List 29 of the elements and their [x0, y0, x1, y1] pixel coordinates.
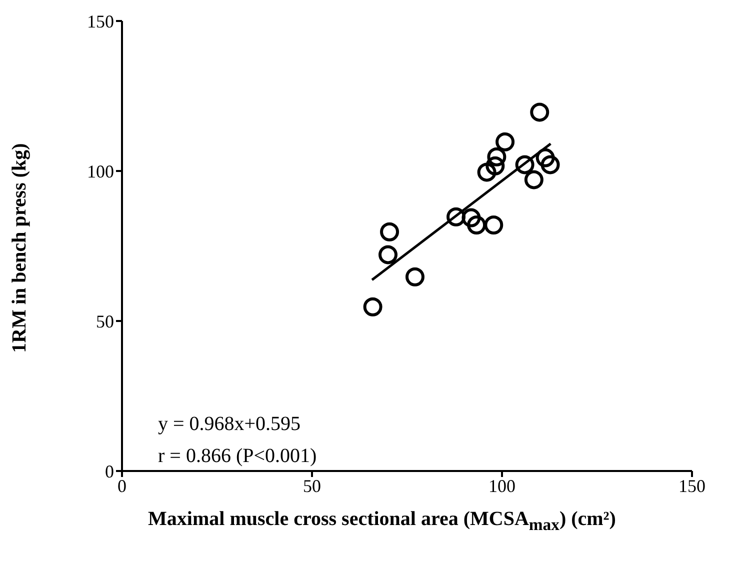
y-tick-label: 50 — [96, 311, 114, 332]
point — [487, 147, 506, 166]
point — [380, 222, 400, 242]
point — [363, 297, 382, 316]
annotation: y = 0.968x+0.595 — [158, 412, 302, 437]
y-tick-label: 100 — [87, 161, 114, 182]
point — [477, 162, 496, 182]
point — [530, 102, 550, 122]
x-tick-label: 0 — [118, 476, 126, 496]
point — [446, 207, 466, 226]
point — [486, 156, 505, 176]
point — [540, 155, 560, 174]
point — [524, 170, 544, 190]
point — [496, 132, 515, 152]
point — [462, 208, 481, 228]
point — [515, 155, 534, 174]
annotation: r = 0.866 (P<0.001) — [158, 444, 317, 469]
y-tick-label: 0 — [105, 461, 114, 482]
y-axis-title: 1RM in bench press (kg) — [8, 143, 32, 353]
point — [484, 216, 504, 234]
x-tick-label: 150 — [678, 476, 706, 496]
x-axis-title: Maximal muscle cross sectional area (MCSA$_{max}$) (cm²) — [147, 508, 617, 535]
point — [467, 216, 486, 234]
x-tick-label: 100 — [488, 476, 516, 496]
point — [378, 245, 398, 264]
x-tick-label: 50 — [303, 476, 321, 496]
point — [405, 267, 424, 286]
point — [536, 148, 555, 168]
y-tick-label: 150 — [87, 11, 114, 32]
